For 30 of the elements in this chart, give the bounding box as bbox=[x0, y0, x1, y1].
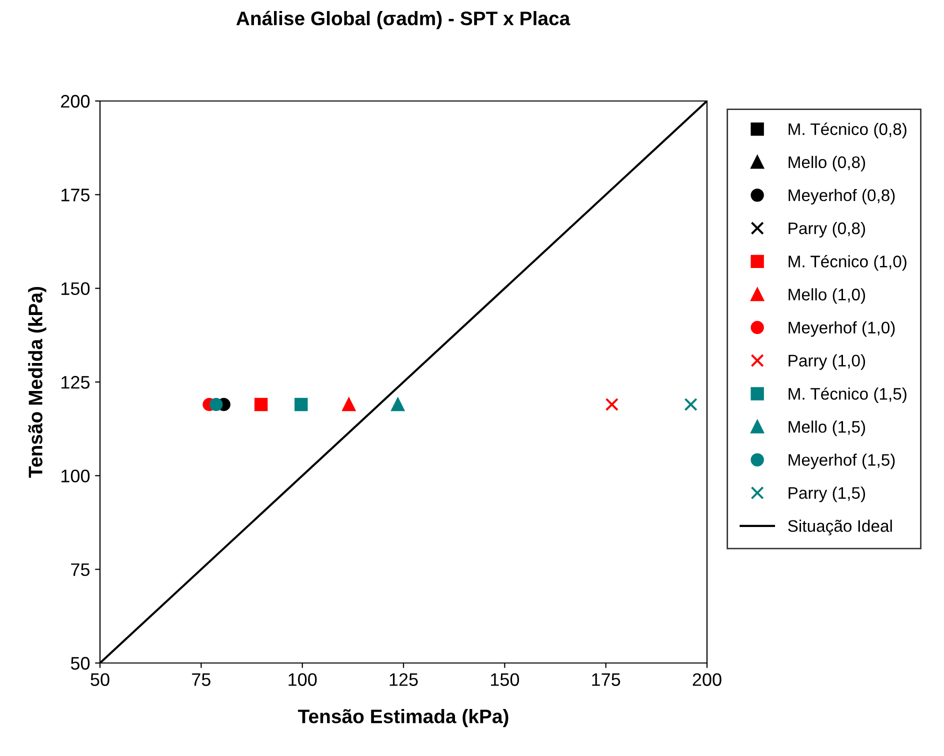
legend-label: Meyerhof (1,5) bbox=[788, 454, 895, 470]
legend-label: Meyerhof (1,0) bbox=[788, 321, 895, 337]
legend-label: Parry (0,8) bbox=[788, 222, 866, 238]
legend-label: M. Técnico (1,5) bbox=[788, 387, 906, 404]
y-tick-label: 50 bbox=[70, 656, 90, 670]
y-axis-title: Tensão Medida (kPa) bbox=[28, 286, 46, 478]
y-tick-label: 200 bbox=[61, 94, 90, 108]
x-tick-label: 150 bbox=[490, 673, 520, 686]
legend-label: Parry (1,0) bbox=[788, 354, 866, 370]
legend-label: Mello (1,0) bbox=[788, 288, 866, 304]
x-tick-label: 50 bbox=[90, 673, 110, 686]
chart-title: Análise Global (σadm) - SPT x Placa bbox=[236, 10, 570, 30]
legend-label: Parry (1,5) bbox=[788, 486, 866, 502]
x-tick-label: 200 bbox=[692, 673, 722, 686]
y-tick-label: 175 bbox=[62, 188, 90, 202]
legend-label: M. Técnico (1,0) bbox=[788, 254, 906, 271]
legend-label: Mello (0,8) bbox=[788, 156, 866, 172]
y-tick-label: 75 bbox=[71, 563, 90, 576]
y-tick-label: 125 bbox=[62, 376, 90, 389]
y-tick-label: 100 bbox=[62, 470, 90, 482]
y-tick-label: 150 bbox=[62, 282, 90, 296]
x-axis-title: Tensão Estimada (kPa) bbox=[298, 709, 508, 728]
x-tick-label: 175 bbox=[592, 673, 620, 686]
x-tick-label: 125 bbox=[390, 673, 418, 686]
legend-label: Mello (1,5) bbox=[788, 420, 866, 436]
legend-label: Meyerhof (0,8) bbox=[788, 188, 895, 204]
legend-label: Situação Ideal bbox=[788, 520, 892, 536]
x-tick-label: 100 bbox=[288, 673, 317, 686]
legend-label: M. Técnico (0,8) bbox=[788, 122, 906, 138]
x-tick-label: 75 bbox=[192, 673, 210, 686]
